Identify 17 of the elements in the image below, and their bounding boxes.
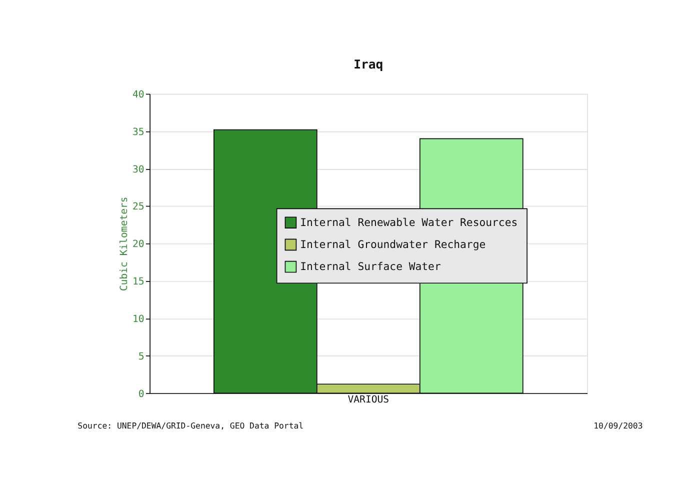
y-tick-label: 25 <box>132 202 144 213</box>
y-tick-label: 15 <box>132 276 144 288</box>
legend-label: Internal Renewable Water Resources <box>300 216 518 229</box>
legend-label: Internal Surface Water <box>300 260 441 274</box>
legend-label: Internal Groundwater Recharge <box>300 238 486 251</box>
chart-title: Iraq <box>354 57 384 72</box>
text: 10/09/2003 <box>594 420 643 430</box>
y-tick-label: 10 <box>132 314 144 325</box>
y-axis-title: Cubic Kilometers <box>118 196 130 292</box>
y-tick-label: 0 <box>138 388 144 400</box>
y-tick-label: 20 <box>132 239 144 250</box>
y-tick-label: 5 <box>138 351 144 362</box>
y-tick-label: 35 <box>132 126 144 138</box>
x-tick-label: VARIOUS <box>348 394 390 406</box>
y-tick-label: 30 <box>132 164 144 176</box>
source-note: Source: UNEP/DEWA/GRID-Geneva, GEO Data Portal <box>78 420 304 430</box>
y-tick-label: 40 <box>132 89 144 100</box>
